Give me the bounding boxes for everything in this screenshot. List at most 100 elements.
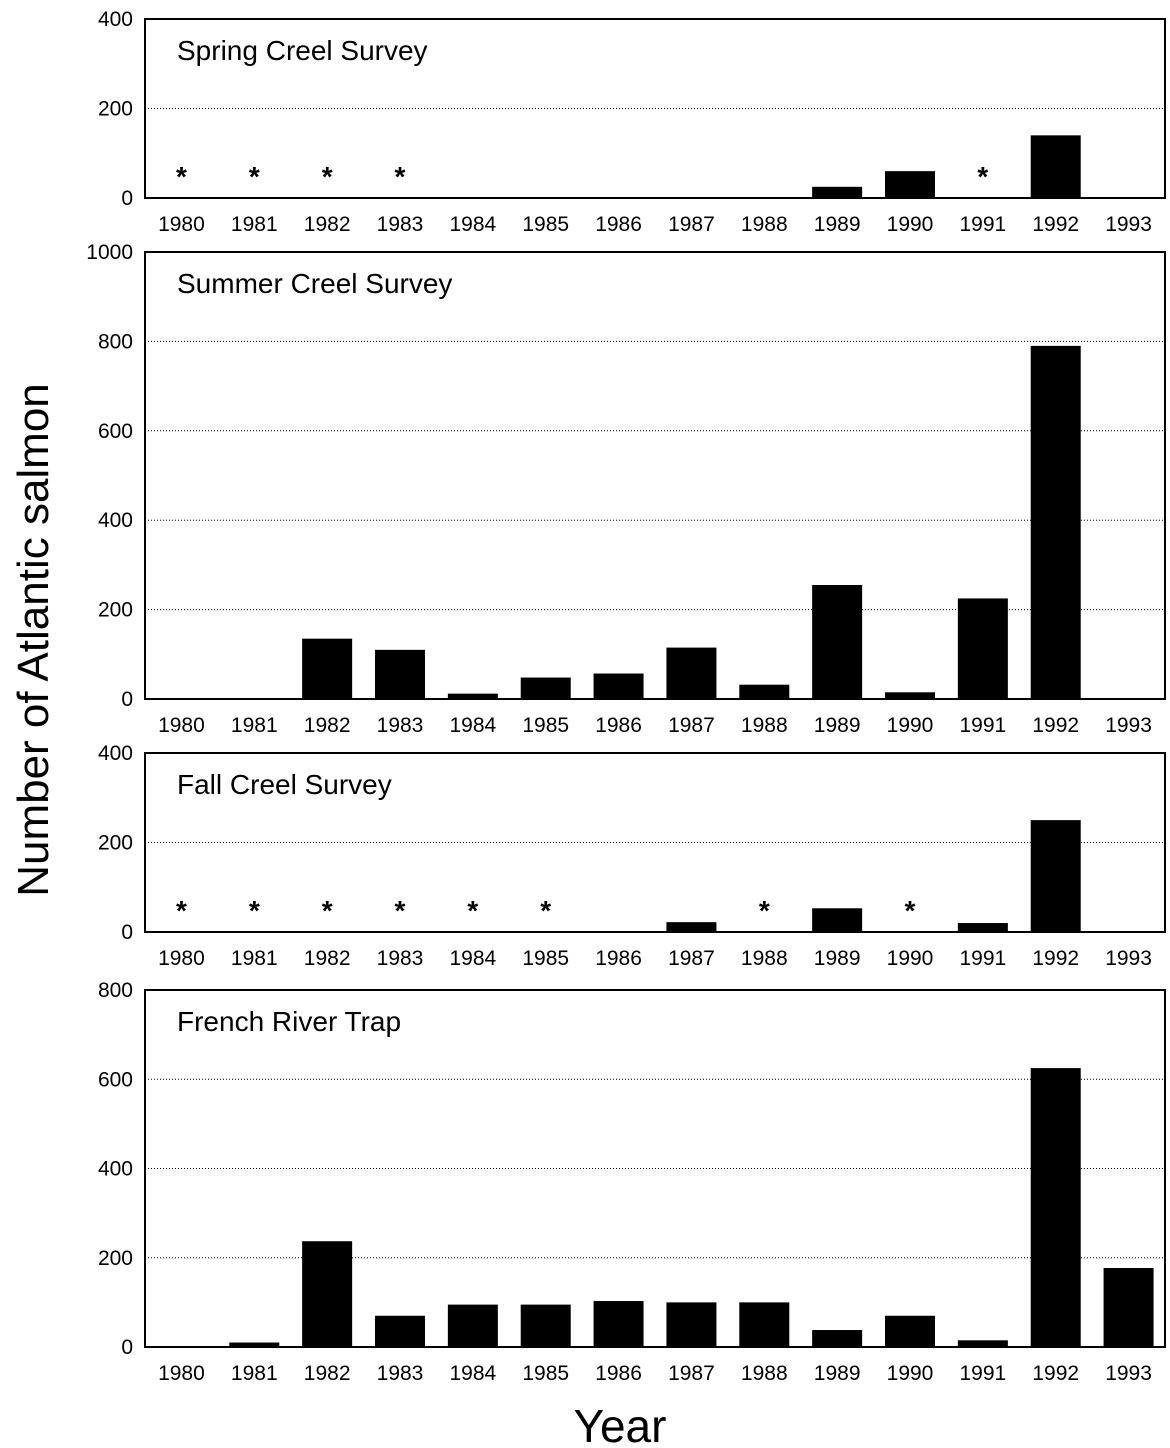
missing-marker: *: [540, 895, 551, 926]
panel-title: Fall Creel Survey: [177, 769, 392, 800]
y-tick-label: 400: [98, 1158, 133, 1181]
x-tick-label: 1985: [522, 714, 569, 737]
missing-marker: *: [467, 895, 478, 926]
x-tick-label: 1984: [449, 1362, 496, 1385]
bar-1985: [520, 1304, 571, 1347]
bar-1987: [666, 1302, 717, 1347]
x-tick-label: 1990: [887, 947, 934, 970]
y-tick-label: 800: [98, 979, 133, 1002]
x-tick-label: 1986: [595, 947, 642, 970]
x-tick-label: 1983: [377, 213, 424, 236]
x-tick-label: 1987: [668, 714, 715, 737]
bar-1991: [957, 923, 1008, 932]
panel-title: Summer Creel Survey: [177, 268, 452, 299]
x-tick-label: 1992: [1032, 714, 1079, 737]
bar-1989: [812, 1330, 863, 1347]
x-tick-label: 1984: [449, 947, 496, 970]
x-tick-label: 1990: [887, 714, 934, 737]
x-tick-label: 1993: [1105, 1362, 1152, 1385]
x-tick-label: 1980: [158, 213, 205, 236]
bar-1990: [885, 692, 935, 699]
bar-1982: [302, 1241, 353, 1347]
x-axis-title: Year: [574, 1400, 667, 1448]
panel-frame: [144, 251, 1166, 700]
x-tick-label: 1993: [1105, 213, 1152, 236]
bar-1988: [739, 1302, 790, 1347]
y-tick-label: 600: [98, 1068, 133, 1091]
bar-1985: [520, 677, 571, 699]
missing-marker: *: [977, 161, 988, 192]
x-tick-label: 1982: [304, 1362, 351, 1385]
x-tick-label: 1981: [231, 714, 278, 737]
bar-1991: [957, 598, 1008, 699]
panel-3: 0 200 400 600 800 1980 1981 1982 1983 1984 1985 198…: [98, 979, 1166, 1385]
bar-1983: [375, 649, 425, 699]
x-tick-label: 1981: [231, 1362, 278, 1385]
x-tick-label: 1980: [158, 714, 205, 737]
missing-marker: *: [322, 895, 333, 926]
bar-1991: [957, 1340, 1008, 1347]
x-tick-label: 1980: [158, 1362, 205, 1385]
x-tick-label: 1986: [595, 714, 642, 737]
x-tick-label: 1992: [1032, 213, 1079, 236]
x-tick-label: 1986: [595, 213, 642, 236]
x-tick-label: 1987: [668, 1362, 715, 1385]
bar-1983: [375, 1315, 425, 1347]
x-tick-label: 1991: [959, 714, 1006, 737]
x-tick-label: 1988: [741, 213, 788, 236]
bar-1987: [666, 922, 717, 932]
x-tick-label: 1982: [304, 213, 351, 236]
x-tick-label: 1983: [377, 1362, 424, 1385]
y-tick-label: 400: [98, 8, 133, 31]
panel-frame: [144, 752, 1166, 933]
panel-2: * * * * * * * * 0 200 400 1980 1981 1982 1983 1984 1985 1…: [98, 742, 1166, 970]
x-tick-label: 1985: [522, 213, 569, 236]
bar-1989: [812, 186, 863, 198]
bar-1982: [302, 638, 353, 699]
x-tick-label: 1984: [449, 714, 496, 737]
x-tick-label: 1987: [668, 213, 715, 236]
panel-0: * * * * * 0 200 400 1980 1981 1982 1983 1984 1985 1986…: [98, 8, 1166, 236]
y-axis-title: Number of Atlantic salmon: [9, 383, 58, 897]
bar-1992: [1030, 1068, 1081, 1347]
bar-1992: [1030, 345, 1081, 699]
missing-marker: *: [176, 161, 187, 192]
x-tick-label: 1991: [959, 1362, 1006, 1385]
missing-marker: *: [395, 161, 406, 192]
missing-marker: *: [905, 895, 916, 926]
y-tick-label: 0: [121, 688, 133, 711]
panel-title: French River Trap: [177, 1006, 401, 1037]
x-tick-label: 1981: [231, 947, 278, 970]
y-tick-label: 400: [98, 742, 133, 765]
bar-1992: [1030, 820, 1081, 932]
y-tick-label: 200: [98, 98, 133, 121]
y-tick-label: 600: [98, 420, 133, 443]
missing-marker: *: [176, 895, 187, 926]
bar-1981: [229, 1342, 280, 1347]
x-tick-label: 1991: [959, 947, 1006, 970]
x-tick-label: 1989: [814, 1362, 861, 1385]
missing-marker: *: [322, 161, 333, 192]
x-tick-label: 1982: [304, 714, 351, 737]
y-tick-label: 200: [98, 832, 133, 855]
missing-marker: *: [249, 895, 260, 926]
x-tick-label: 1993: [1105, 714, 1152, 737]
y-tick-label: 200: [98, 599, 133, 622]
y-tick-label: 0: [121, 921, 133, 944]
x-tick-label: 1990: [887, 213, 934, 236]
y-tick-label: 400: [98, 509, 133, 532]
x-tick-label: 1988: [741, 947, 788, 970]
y-tick-label: 800: [98, 330, 133, 353]
x-tick-label: 1980: [158, 947, 205, 970]
panel-frame: [144, 989, 1166, 1348]
x-tick-label: 1988: [741, 714, 788, 737]
bar-1989: [812, 908, 863, 932]
bar-1990: [885, 1315, 935, 1347]
x-tick-label: 1981: [231, 213, 278, 236]
bar-1984: [447, 693, 498, 699]
y-tick-label: 200: [98, 1247, 133, 1270]
missing-marker: *: [249, 161, 260, 192]
x-tick-label: 1993: [1105, 947, 1152, 970]
bar-1989: [812, 585, 863, 699]
x-tick-label: 1990: [887, 1362, 934, 1385]
